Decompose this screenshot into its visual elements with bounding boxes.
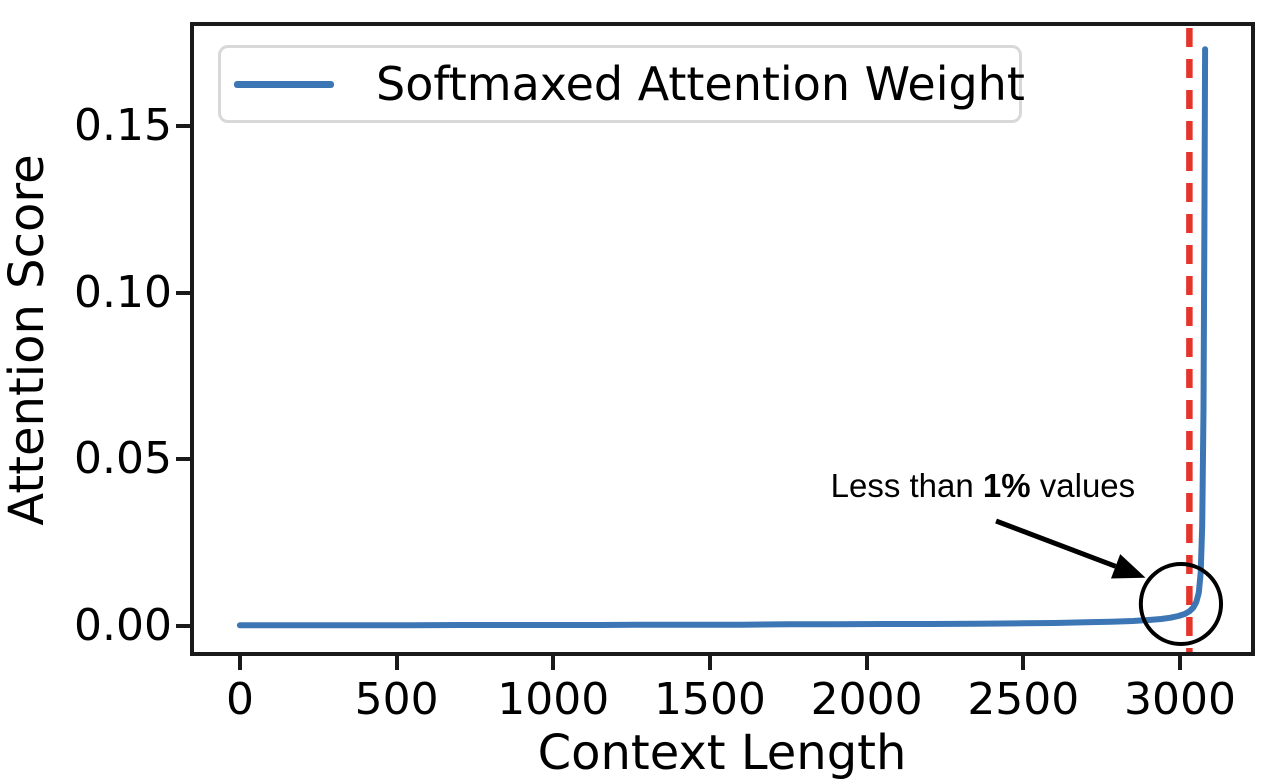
x-tick-label: 0	[225, 674, 254, 725]
plot-area	[236, 28, 1224, 652]
y-tick-mark	[176, 124, 190, 128]
x-tick-mark	[864, 656, 869, 670]
y-tick-label: 0.05	[74, 433, 172, 485]
y-tick-mark	[176, 457, 190, 462]
legend-line-sample	[234, 80, 334, 88]
annotation-ellipse	[1138, 562, 1224, 646]
x-tick-mark	[551, 656, 556, 670]
annotation-text-prefix: Less than	[830, 467, 983, 504]
plot-border	[190, 22, 1255, 656]
annotation-text-bold: 1%	[982, 467, 1031, 504]
y-tick-mark	[176, 624, 190, 628]
x-tick-label: 3000	[1123, 674, 1236, 725]
x-tick-mark	[1177, 656, 1182, 670]
x-tick-mark	[394, 656, 399, 670]
x-tick-mark	[1021, 656, 1026, 670]
y-tick-label: 0.15	[74, 100, 172, 151]
x-tick-label: 1500	[653, 674, 766, 725]
series-line	[236, 46, 1209, 629]
y-tick-label: 0.10	[74, 266, 172, 318]
annotation-arrow-head	[1110, 554, 1146, 579]
annotation-text: Less than 1% values	[831, 467, 1136, 505]
x-tick-mark	[237, 656, 242, 670]
annotation-arrow-line	[995, 518, 1117, 569]
legend-label: Softmaxed Attention Weight	[376, 57, 1025, 111]
annotation-text-suffix: values	[1030, 467, 1136, 504]
x-tick-label: 1000	[497, 674, 610, 725]
y-tick-mark	[176, 290, 190, 295]
legend: Softmaxed Attention Weight	[218, 45, 1025, 123]
y-tick-label: 0.00	[74, 600, 172, 651]
x-tick-mark	[707, 656, 712, 670]
y-axis-label: Attention Score	[0, 154, 55, 526]
x-axis-label: Context Length	[537, 725, 907, 781]
x-tick-label: 500	[354, 674, 439, 725]
x-tick-label: 2500	[967, 674, 1080, 725]
x-tick-label: 2000	[810, 674, 923, 725]
